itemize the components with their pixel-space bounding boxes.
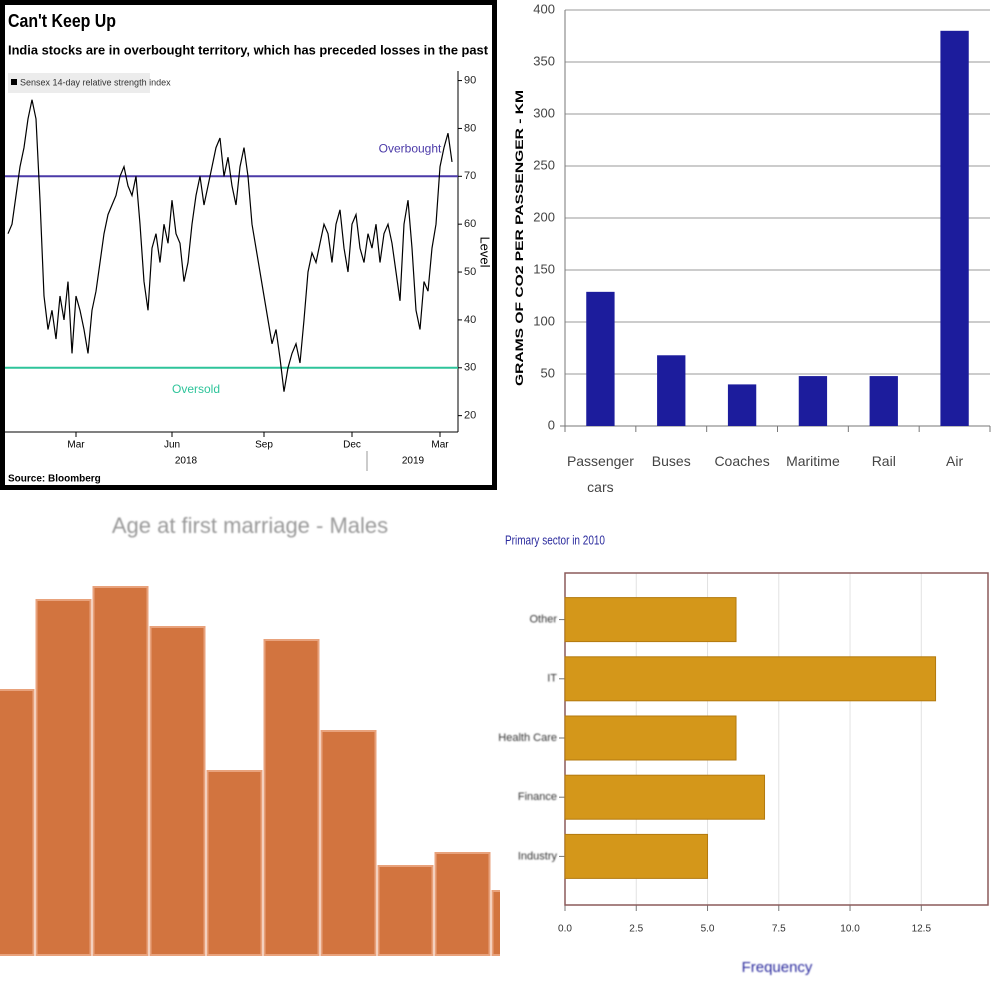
x-tick-label: Mar [431, 440, 449, 451]
data-line [7, 99, 453, 392]
bar [320, 730, 377, 956]
x-axis-label: Frequency [742, 959, 813, 976]
bar [263, 639, 320, 956]
chart-subtitle: India stocks are in overbought territory… [8, 42, 489, 57]
x-tick-label: Mar [67, 440, 85, 451]
x-tick-label: Rail [871, 453, 896, 469]
x-tick-label: Passenger cars [566, 453, 634, 495]
y-tick-label: 150 [533, 261, 555, 276]
bar [586, 291, 615, 426]
y-tick-label: 100 [533, 313, 555, 328]
y-tick-label: Finance [518, 791, 557, 803]
y-tick-label: 20 [464, 410, 476, 422]
bar [869, 376, 898, 426]
x-tick-label-box: Passenger cars [566, 453, 634, 495]
x-tick-label: Sep [255, 440, 273, 451]
reference-label: Overbought [379, 141, 442, 155]
y-axis-label: Level [478, 236, 493, 267]
legend-swatch [11, 79, 17, 85]
y-tick-label: 60 [464, 218, 476, 230]
y-axis-label: GRAMS OF CO2 PER PASSENGER - KM [514, 90, 526, 386]
source-note: Source: Bloomberg [8, 474, 101, 485]
y-tick-label: 350 [533, 53, 555, 68]
y-tick-label: 300 [533, 105, 555, 120]
x-tick-label-box: Maritime [786, 453, 840, 469]
x-tick-label-box: Coaches [714, 453, 770, 469]
x-tick-label-box: Rail [871, 453, 896, 469]
x-tick-label: Jun [164, 440, 180, 451]
bar [564, 833, 709, 879]
bar [434, 852, 491, 956]
chart-title: Age at first marriage - Males [112, 513, 388, 538]
bar [0, 689, 35, 956]
x-tick-label: 7.5 [772, 924, 786, 935]
x-tick-label: 2.5 [629, 924, 643, 935]
x-tick-label: 12.5 [912, 924, 932, 935]
x-tick-label: Dec [343, 440, 361, 451]
x-tick-label: Coaches [714, 453, 770, 469]
x-tick-label: Maritime [786, 453, 840, 469]
y-tick-label: 0 [548, 417, 555, 432]
y-tick-label: 80 [464, 122, 476, 134]
bar [206, 770, 263, 956]
y-tick-label: 400 [533, 1, 555, 16]
chart-sector: Primary sector in 2010 0.0 2.5 5.0 7.5 10.0 12… [498, 532, 989, 976]
bar [564, 597, 737, 643]
x-tick-label-box: Buses [651, 453, 691, 469]
chart-title: Primary sector in 2010 [505, 532, 605, 547]
y-tick-label: IT [547, 673, 557, 685]
bar [35, 599, 92, 956]
bar [657, 355, 686, 426]
y-tick-label: 30 [464, 362, 476, 374]
chart-title: Can't Keep Up [8, 11, 116, 31]
y-tick-label: 250 [533, 157, 555, 172]
y-tick-label: 50 [464, 266, 476, 278]
chart-marriage: Age at first marriage - Males [0, 513, 500, 956]
bar [491, 890, 500, 956]
x-tick-label: 5.0 [701, 924, 715, 935]
y-tick-label: 50 [541, 365, 555, 380]
bar [564, 656, 937, 702]
x-tick-label: Air [946, 453, 964, 469]
reference-label: Oversold [172, 382, 220, 396]
x-tick-label-box: Air [946, 453, 964, 469]
bar [149, 626, 206, 956]
y-tick-label: 40 [464, 314, 476, 326]
y-tick-label: Health Care [498, 732, 557, 744]
bar [564, 715, 737, 761]
y-tick-label: Other [529, 614, 557, 626]
x-tick-label: Buses [651, 453, 691, 469]
bar [92, 586, 149, 956]
x-tick-label: 10.0 [840, 924, 860, 935]
bar [798, 376, 828, 426]
x-group-label: 2018 [175, 456, 198, 467]
x-tick-label: 0.0 [558, 924, 572, 935]
x-group-label: 2019 [402, 456, 425, 467]
bar [377, 865, 434, 956]
bar [940, 30, 969, 427]
y-tick-label: Industry [518, 850, 558, 862]
y-tick-label: 200 [533, 209, 555, 224]
bar [564, 774, 766, 820]
y-tick-label: 70 [464, 170, 476, 182]
legend-label: Sensex 14-day relative strength index [20, 77, 171, 87]
chart-rsi: Can't Keep Up India stocks are in overbou… [5, 11, 493, 485]
bar [727, 384, 757, 426]
legend-box [8, 73, 150, 93]
chart-co2: 0 50 100 150 200 250 300 350 400 GRAMS OF CO2 PER… [514, 1, 991, 495]
y-tick-label: 90 [464, 74, 476, 86]
